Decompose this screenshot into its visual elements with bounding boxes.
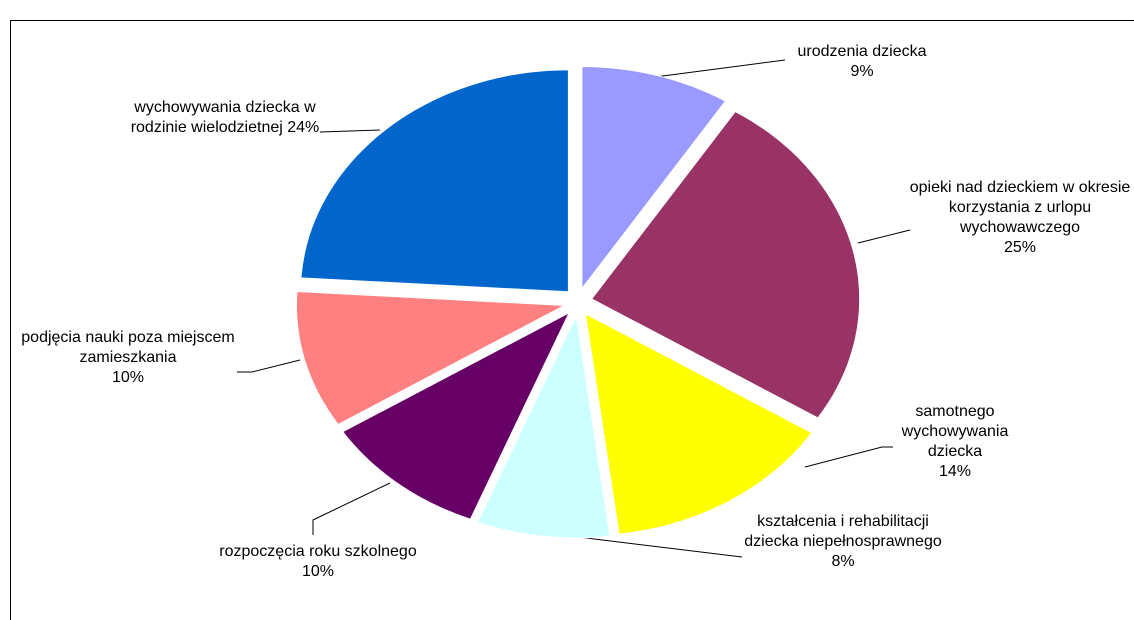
category-label: urodzenia dziecka xyxy=(797,43,927,60)
data-label: podjęcia nauki poza miejscem zamieszkani… xyxy=(8,328,248,388)
value-label: 10% xyxy=(111,369,145,386)
data-label: urodzenia dziecka 9% xyxy=(762,42,962,82)
data-label: wychowywania dziecka w rodzinie wielodzi… xyxy=(125,98,325,138)
data-label: rozpoczęcia roku szkolnego 10% xyxy=(218,542,418,582)
data-label: opieki nad dzieckiem w okresie korzystan… xyxy=(905,178,1134,258)
leader-line xyxy=(319,129,381,133)
value-label: 24% xyxy=(287,119,320,136)
leader-line xyxy=(804,446,893,468)
leader-line xyxy=(312,482,391,535)
frame xyxy=(10,20,1134,620)
value-label: 25% xyxy=(1003,239,1037,256)
category-label: podjęcia nauki poza miejscem zamieszkani… xyxy=(21,329,235,366)
category-label: kształcenia i rehabilitacji dziecka niep… xyxy=(744,513,942,550)
pie-slice xyxy=(476,314,611,539)
pie-slice xyxy=(581,66,727,291)
pie-slice xyxy=(590,110,861,419)
pie-slice xyxy=(342,311,571,520)
data-label: samotnego wychowywania dziecka 14% xyxy=(875,402,1035,482)
category-label: wychowywania dziecka w rodzinie wielodzi… xyxy=(130,99,316,136)
pie-slice xyxy=(584,312,813,535)
leader-line xyxy=(654,59,786,78)
value-label: 9% xyxy=(850,63,874,80)
category-label: opieki nad dzieckiem w okresie korzystan… xyxy=(909,179,1131,236)
leader-line xyxy=(237,359,301,373)
value-label: 8% xyxy=(831,553,855,570)
category-label: rozpoczęcia roku szkolnego xyxy=(219,543,417,560)
data-label: kształcenia i rehabilitacji dziecka niep… xyxy=(728,512,958,572)
value-label: 10% xyxy=(301,563,335,580)
pie xyxy=(295,66,861,539)
leader-line xyxy=(857,229,911,244)
pie-slice xyxy=(295,290,567,426)
value-label: 14% xyxy=(938,463,972,480)
pie-slice xyxy=(300,69,569,293)
category-label: samotnego wychowywania dziecka xyxy=(901,403,1009,460)
